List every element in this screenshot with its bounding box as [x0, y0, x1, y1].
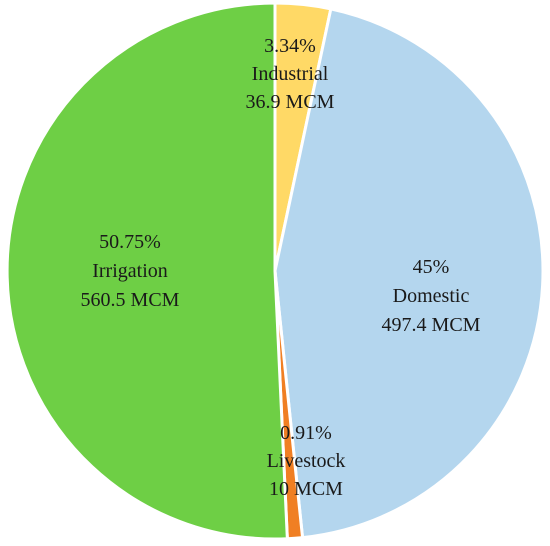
label-industrial-percent: 3.34%	[264, 35, 316, 57]
label-domestic-name: Domestic	[393, 285, 470, 307]
pie-slice-domestic	[273, 7, 545, 540]
label-irrigation-name: Irrigation	[92, 260, 168, 282]
label-industrial-value: 36.9 MCM	[246, 91, 335, 113]
label-industrial-name: Industrial	[252, 63, 329, 85]
label-livestock-name: Livestock	[267, 450, 346, 472]
pie-labels: 3.34% Industrial 36.9 MCM 45% Domestic 4…	[81, 35, 481, 500]
label-domestic-value: 497.4 MCM	[382, 314, 481, 336]
label-irrigation-percent: 50.75%	[99, 231, 161, 253]
label-irrigation-value: 560.5 MCM	[81, 289, 180, 311]
pie-slice-irrigation	[5, 1, 289, 541]
label-livestock-value: 10 MCM	[269, 478, 343, 500]
pie-slices	[5, 1, 545, 541]
label-domestic-percent: 45%	[413, 256, 450, 278]
label-livestock-percent: 0.91%	[280, 422, 332, 444]
